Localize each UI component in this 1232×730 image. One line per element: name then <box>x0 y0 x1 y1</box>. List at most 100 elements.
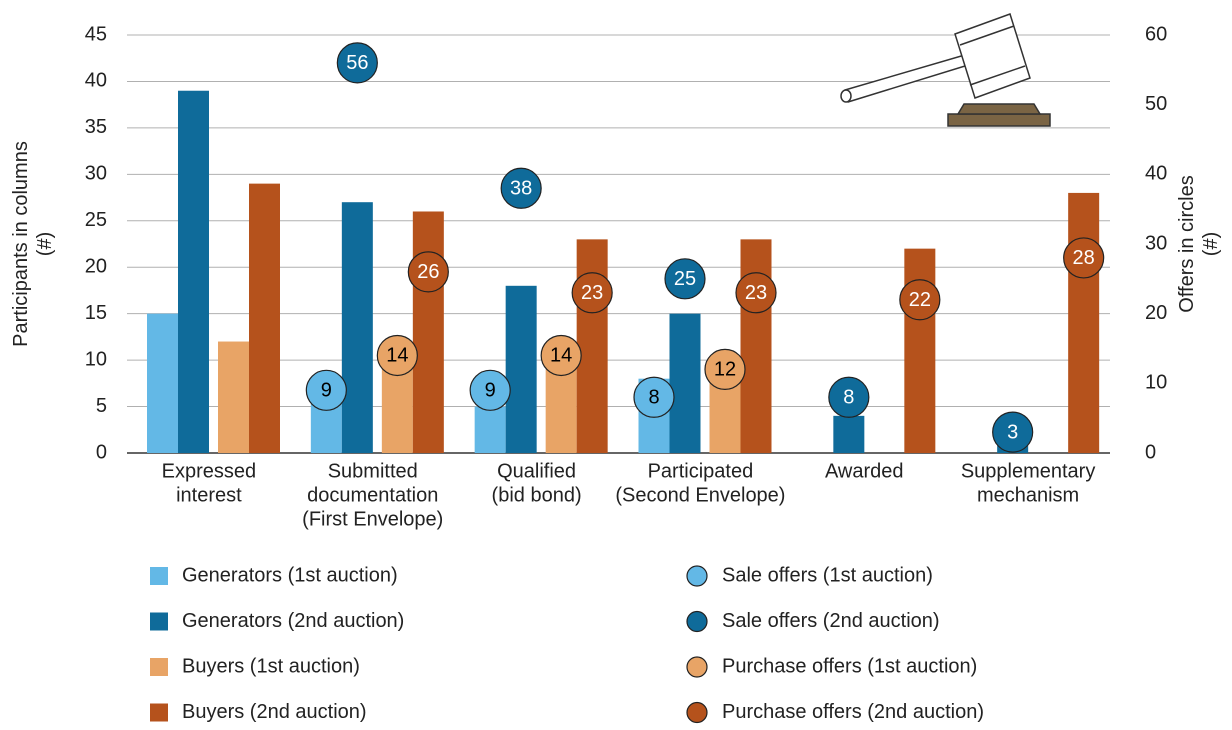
legend-swatch <box>686 610 708 633</box>
x-tick-label: Qualified <box>497 460 576 482</box>
legend-label: Generators (1st auction) <box>182 564 398 586</box>
bar <box>147 313 178 453</box>
legend-label: Sale offers (2nd auction) <box>722 610 940 632</box>
offer-circle <box>336 42 378 84</box>
x-tick-label: (bid bond) <box>492 484 582 506</box>
y-axis-title-line: Participants in columns <box>10 141 32 347</box>
data-label: 8 <box>648 387 659 409</box>
x-tick-label: Expressed <box>162 460 257 482</box>
data-label: 8 <box>843 387 854 409</box>
legend-label: Sale offers (1st auction) <box>722 564 933 586</box>
offer-circle <box>571 272 613 314</box>
y-tick-label: 20 <box>85 256 107 278</box>
x-tick-label: Participated <box>648 460 754 482</box>
offer-circle <box>376 334 418 377</box>
y-axis-title: Participants in columns (#) <box>10 141 56 347</box>
circles: 9 9 8 56 38 25 8 3 14 14 12 26 23 23 22 28 <box>305 42 1105 453</box>
offer-circle <box>735 272 777 314</box>
y-tick-label: 5 <box>96 395 107 417</box>
y2-tick-label: 10 <box>1145 372 1167 394</box>
data-label: 26 <box>417 261 439 283</box>
legend-swatch <box>150 567 168 585</box>
legend-swatch <box>150 703 168 722</box>
offer-circle <box>992 411 1034 453</box>
offer-circle <box>828 376 870 418</box>
data-label: 22 <box>909 289 931 311</box>
y2-axis-title-line: (#) <box>1200 232 1222 256</box>
data-label: 28 <box>1073 247 1095 269</box>
offer-circle <box>899 279 941 321</box>
data-label: 23 <box>745 282 767 304</box>
y-tick-label: 0 <box>96 441 107 463</box>
legend-label: Purchase offers (2nd auction) <box>722 701 984 723</box>
legend-label: Purchase offers (1st auction) <box>722 655 977 677</box>
x-tick-label: mechanism <box>977 484 1079 506</box>
bars <box>147 90 1100 453</box>
bar <box>178 90 209 453</box>
x-tick-label: Supplementary <box>961 460 1096 482</box>
x-tick-label: (First Envelope) <box>302 508 443 530</box>
gavel-icon <box>840 13 1051 127</box>
bar <box>1068 192 1100 453</box>
data-label: 25 <box>674 268 696 290</box>
x-tick-label: Submitted <box>328 460 418 482</box>
bar <box>412 211 444 453</box>
y-tick-label: 25 <box>85 209 107 231</box>
offer-circle <box>500 167 542 209</box>
x-tick-label: documentation <box>307 484 438 506</box>
data-label: 3 <box>1007 421 1018 443</box>
offer-circle <box>305 369 347 411</box>
y2-axis-title-line: Offers in circles <box>1176 175 1198 312</box>
data-label: 14 <box>550 345 572 367</box>
offer-circle <box>633 376 675 418</box>
y-tick-label: 30 <box>85 163 107 185</box>
y2-axis-title: Offers in circles (#) <box>1176 175 1222 312</box>
offer-circle <box>407 251 449 293</box>
y2-tick-label: 30 <box>1145 232 1167 254</box>
y2-tick-label: 40 <box>1145 163 1167 185</box>
y-tick-label: 45 <box>85 23 107 45</box>
bar <box>833 415 865 453</box>
offer-circle <box>469 369 511 411</box>
y-axis-title-line: (#) <box>34 232 56 256</box>
data-label: 23 <box>581 282 603 304</box>
y2-tick-label: 50 <box>1145 93 1167 115</box>
x-tick-label: Awarded <box>825 460 904 482</box>
bar <box>669 313 701 453</box>
data-label: 12 <box>714 359 736 381</box>
data-label: 14 <box>386 345 408 367</box>
legend-label: Buyers (1st auction) <box>182 655 360 677</box>
bar <box>740 239 772 453</box>
data-label: 9 <box>485 380 496 402</box>
legend-label: Buyers (2nd auction) <box>182 701 367 723</box>
data-label: 56 <box>346 52 368 74</box>
bar <box>576 239 608 453</box>
bar <box>218 341 249 453</box>
bar <box>341 202 373 453</box>
offer-circle <box>540 334 582 377</box>
y2-tick-label: 0 <box>1145 441 1156 463</box>
x-tick-label: (Second Envelope) <box>615 484 785 506</box>
offer-circle <box>1063 237 1105 279</box>
y-tick-label: 40 <box>85 70 107 92</box>
bar <box>505 285 537 453</box>
data-label: 9 <box>321 380 332 402</box>
legend-swatch <box>150 612 168 631</box>
legend-swatch <box>686 565 708 587</box>
data-label: 38 <box>510 178 532 200</box>
legend-label: Generators (2nd auction) <box>182 610 404 632</box>
y2-tick-label: 20 <box>1145 302 1167 324</box>
y2-tick-label: 60 <box>1145 23 1167 45</box>
bar <box>474 406 506 453</box>
legend-swatch <box>150 658 168 676</box>
legend-swatch <box>686 701 708 724</box>
y-tick-label: 35 <box>85 116 107 138</box>
x-tick-label: interest <box>176 484 242 506</box>
y-tick-label: 15 <box>85 302 107 324</box>
offer-circle <box>704 348 746 390</box>
legend-swatch <box>686 656 708 678</box>
bar <box>249 183 280 453</box>
y-tick-label: 10 <box>85 348 107 370</box>
